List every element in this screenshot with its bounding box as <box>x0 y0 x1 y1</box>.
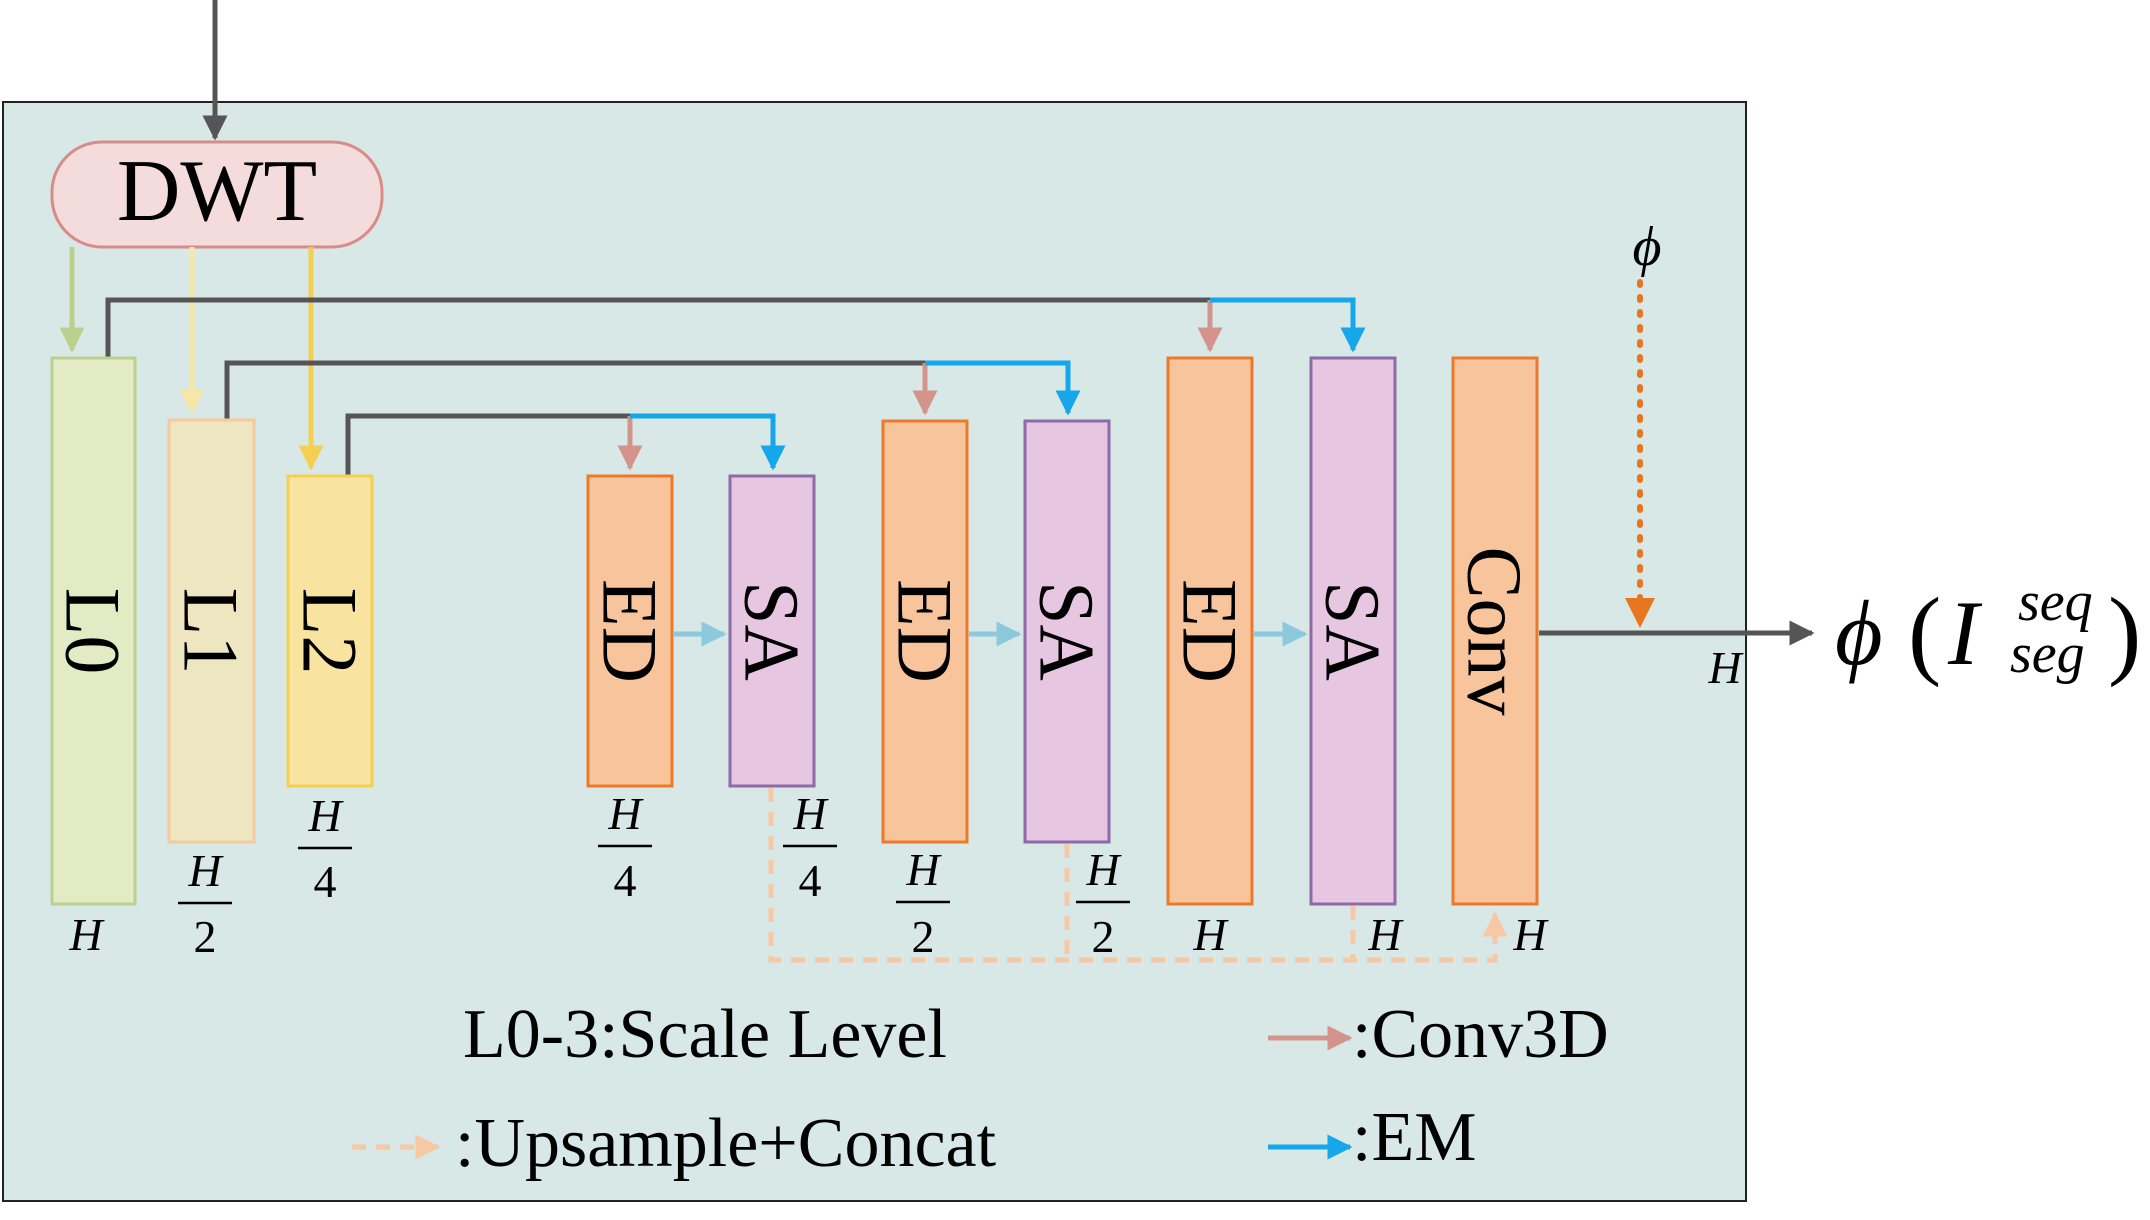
scale-label-sa-half: H 2 <box>1076 844 1130 962</box>
scale-num-ed-half: H <box>905 844 942 895</box>
ed-block-half: ED <box>881 419 969 844</box>
l1-label: L1 <box>168 588 255 675</box>
output-scale-label: H <box>1707 642 1744 693</box>
l2-block: L2 <box>286 474 374 788</box>
upsample-concat-path <box>768 788 1508 963</box>
scale-num-sa-half: H <box>1085 844 1122 895</box>
em-arrow-l2 <box>630 413 786 471</box>
scale-label-l1: H 2 <box>178 845 232 962</box>
sa-label-half: SA <box>1024 581 1111 681</box>
scale-den-l2: 4 <box>314 856 337 907</box>
sa-block-full: SA <box>1309 356 1397 906</box>
scale-label-sa-quarter: H 4 <box>783 788 837 906</box>
sa-label-quarter: SA <box>729 581 816 681</box>
legend-upsample-label: :Upsample+Concat <box>455 1105 997 1182</box>
scale-label-l2: H 4 <box>298 790 352 907</box>
scale-num-sa-quarter: H <box>792 788 829 839</box>
output-formula: ϕ ( I seq seg ) <box>1835 571 2141 688</box>
scale-label-ed-half: H 2 <box>896 844 950 962</box>
ed-label-half: ED <box>882 579 969 683</box>
dwt-label: DWT <box>117 143 317 240</box>
scale-den-sa-quarter: 4 <box>799 855 822 906</box>
legend-scale-level: L0-3:Scale Level <box>463 996 947 1073</box>
legend: L0-3:Scale Level :Conv3D :Upsample+Conca… <box>352 996 1609 1182</box>
scale-num-l2: H <box>307 790 344 841</box>
legend-em-label: :EM <box>1352 1099 1476 1176</box>
l0-block: L0 <box>50 356 137 906</box>
conv-label: Conv <box>1452 546 1539 715</box>
output-base: I <box>1947 582 1983 684</box>
l0-label: L0 <box>50 588 137 675</box>
l2-label: L2 <box>287 588 374 675</box>
phi-input-label: ϕ <box>1633 216 1662 278</box>
ed-block-full: ED <box>1166 356 1254 906</box>
legend-conv3d-label: :Conv3D <box>1352 996 1609 1073</box>
l0-skip-line <box>105 297 1210 357</box>
sa-label-full: SA <box>1310 581 1397 681</box>
scale-num-ed-quarter: H <box>607 788 644 839</box>
scale-label-l0: H <box>68 909 105 960</box>
output-close-paren: ) <box>2108 577 2141 688</box>
output-subscript: seg <box>2010 623 2085 685</box>
output-phi: ϕ <box>1835 582 1883 684</box>
scale-num-l1: H <box>187 845 224 896</box>
scale-label-conv: H <box>1512 909 1549 960</box>
l1-skip-line <box>224 360 925 420</box>
sa-block-half: SA <box>1023 419 1111 844</box>
ed-label-quarter: ED <box>587 579 674 683</box>
conv-block: Conv <box>1451 356 1539 906</box>
output-superscript: seq <box>2018 571 2093 633</box>
scale-den-ed-quarter: 4 <box>614 855 637 906</box>
scale-den-ed-half: 2 <box>912 911 935 962</box>
scale-den-l1: 2 <box>194 911 217 962</box>
em-arrow-l1 <box>925 360 1081 416</box>
scale-labels: H H 2 H 4 H 4 H 4 H 2 <box>68 788 1549 962</box>
scale-label-ed-quarter: H 4 <box>598 788 652 906</box>
dwt-block: DWT <box>50 140 384 249</box>
ed-block-quarter: ED <box>586 474 674 788</box>
scale-label-sa-full: H <box>1367 909 1404 960</box>
output-open-paren: ( <box>1908 577 1941 688</box>
em-arrow-l0 <box>1210 297 1366 353</box>
scale-label-ed-full: H <box>1192 909 1229 960</box>
l2-skip-line <box>345 413 630 475</box>
l1-block: L1 <box>167 418 256 844</box>
sa-block-quarter: SA <box>728 474 816 788</box>
scale-den-sa-half: 2 <box>1092 911 1115 962</box>
ed-label-full: ED <box>1167 579 1254 683</box>
